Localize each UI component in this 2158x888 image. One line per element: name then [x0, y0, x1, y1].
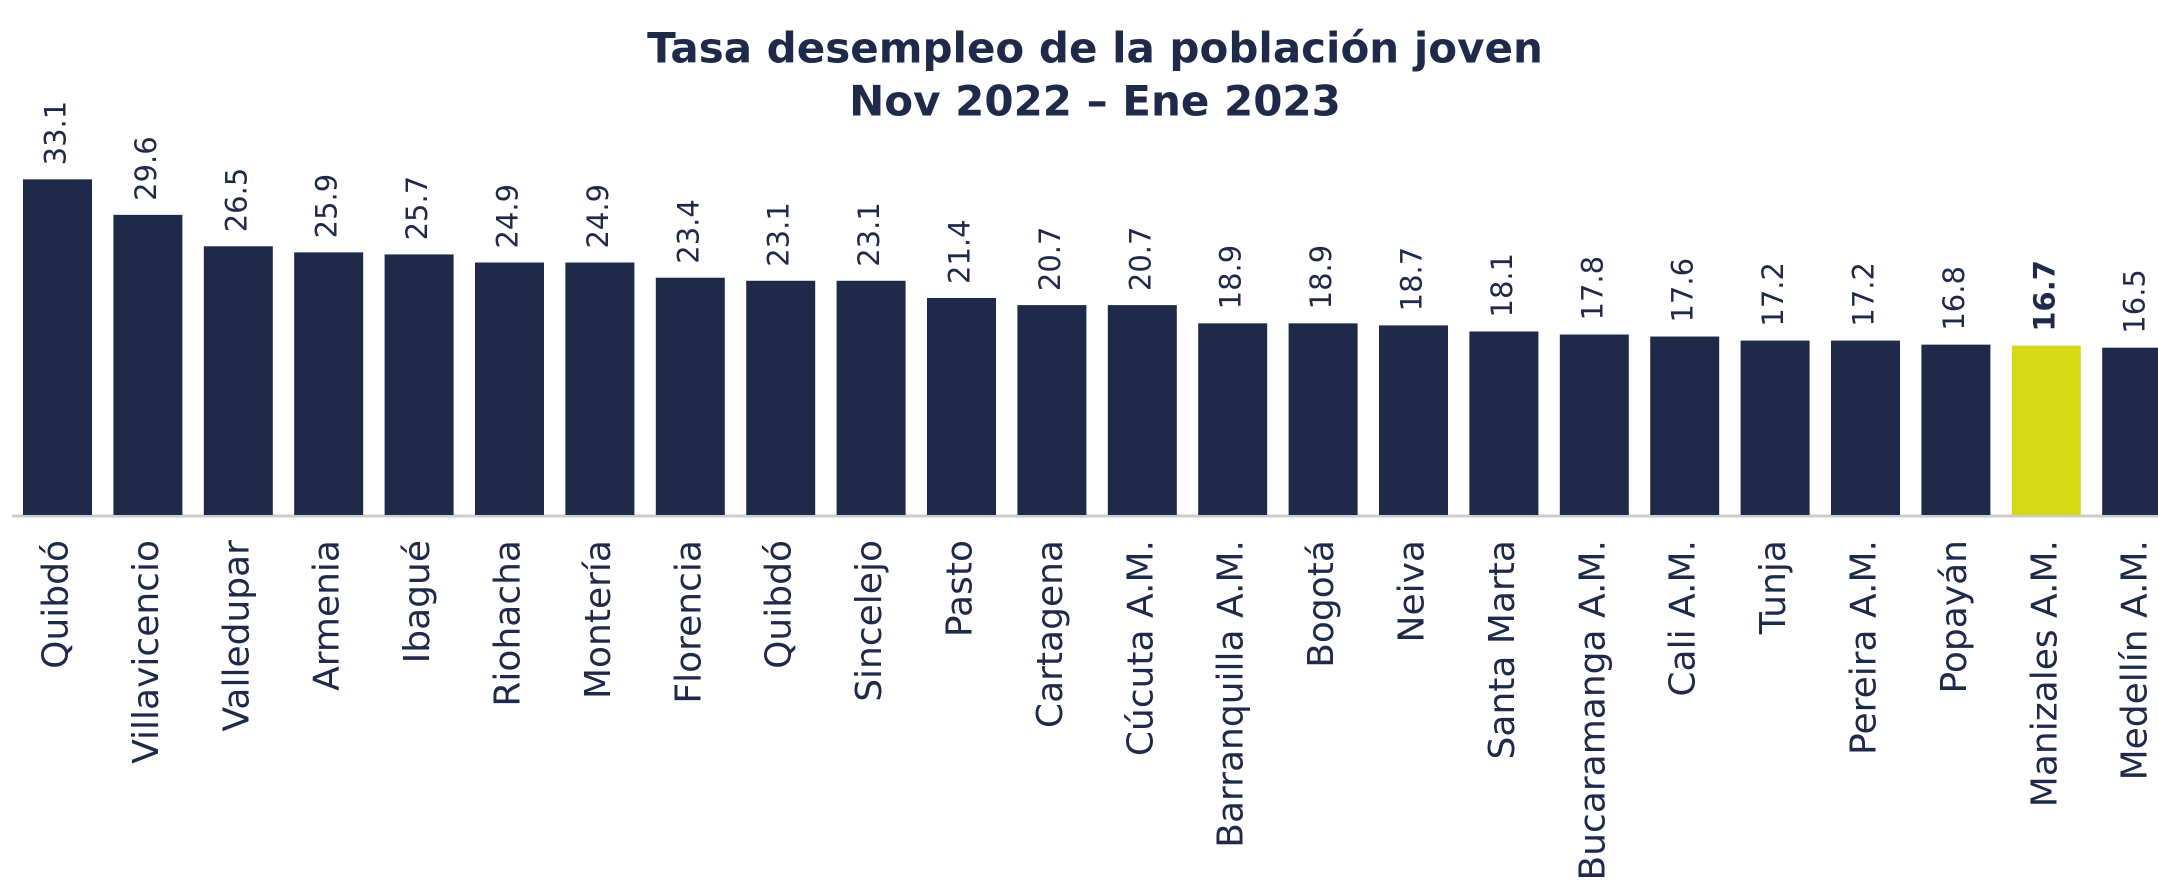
x-tick-label: Sincelejo [849, 540, 890, 702]
x-tick-label: Bucaramanga A.M. [1572, 540, 1613, 880]
bar [1740, 340, 1810, 515]
value-label: 23.1 [852, 202, 886, 267]
value-label: 16.7 [2027, 260, 2061, 332]
value-label: 20.7 [1123, 227, 1157, 292]
bar [203, 246, 273, 516]
x-tick-label: Medellín A.M. [2115, 540, 2156, 780]
value-label: 29.6 [129, 136, 163, 201]
x-tick-label: Quibdó [36, 540, 77, 669]
x-tick-label: Pereira A.M. [1844, 540, 1885, 755]
x-tick-label: Florencia [668, 540, 709, 704]
x-tick-label: Pasto [940, 540, 981, 637]
bar [1559, 334, 1629, 515]
x-tick-label: Santa Marta [1482, 540, 1523, 759]
bar [1017, 305, 1087, 515]
value-label: 16.8 [1937, 266, 1971, 331]
bar [1379, 325, 1448, 515]
bar [1198, 323, 1268, 515]
bar [1921, 344, 1991, 515]
x-tick-label: Quibdó [759, 540, 800, 669]
chart-title: Tasa desempleo de la población joven [647, 24, 1543, 73]
bar [2102, 347, 2158, 515]
value-label: 23.4 [671, 199, 705, 264]
bar [113, 214, 183, 515]
bar [836, 280, 906, 515]
value-label: 24.9 [491, 184, 525, 249]
bar [1107, 305, 1177, 515]
chart-subtitle: Nov 2022 – Ene 2023 [849, 77, 1341, 126]
bar [1831, 340, 1900, 515]
x-tick-label: Bogotá [1301, 540, 1342, 668]
x-tick-label: Montería [578, 540, 619, 699]
x-tick-label: Popayán [1934, 540, 1975, 694]
bar [1288, 323, 1358, 515]
bar [655, 277, 725, 515]
value-label: 21.4 [943, 219, 977, 284]
value-label: 24.9 [581, 184, 615, 249]
bar [565, 262, 635, 515]
x-tick-label: Cartagena [1030, 540, 1071, 728]
value-label: 18.9 [1214, 245, 1248, 310]
bar [927, 298, 996, 515]
value-label: 17.2 [1847, 262, 1881, 327]
x-tick-label: Manizales A.M. [2024, 540, 2065, 807]
x-tick-label: Valledupar [216, 540, 257, 732]
value-label: 16.5 [2118, 269, 2152, 334]
value-label: 17.6 [1666, 258, 1700, 323]
x-tick-label: Armenia [307, 540, 348, 691]
bar [23, 179, 92, 515]
value-label: 17.2 [1756, 262, 1790, 327]
bar [384, 254, 454, 516]
value-label: 17.8 [1575, 256, 1609, 321]
value-label: 18.9 [1304, 245, 1338, 310]
bar [475, 262, 544, 515]
x-tick-label: Ibagué [397, 540, 438, 663]
value-label: 20.7 [1033, 227, 1067, 292]
x-tick-label: Barranquilla A.M. [1211, 540, 1252, 848]
x-tick-label: Cali A.M. [1663, 540, 1704, 697]
value-label: 33.1 [39, 101, 73, 166]
value-label: 18.7 [1395, 247, 1429, 312]
bar [2011, 345, 2081, 515]
bar [746, 280, 816, 515]
value-label: 18.1 [1485, 253, 1519, 318]
bar [1650, 336, 1720, 515]
bar [1469, 331, 1539, 515]
value-label: 23.1 [762, 202, 796, 267]
x-tick-label: Tunja [1753, 540, 1794, 635]
value-label: 26.5 [219, 168, 253, 233]
x-tick-label: Cúcuta A.M. [1120, 540, 1161, 756]
x-tick-label: Riohacha [488, 540, 529, 707]
value-label: 25.7 [400, 176, 434, 241]
x-tick-label: Villavicencio [126, 540, 167, 764]
bar [294, 252, 364, 515]
x-tick-label: Neiva [1392, 540, 1433, 642]
value-label: 25.9 [310, 174, 344, 239]
